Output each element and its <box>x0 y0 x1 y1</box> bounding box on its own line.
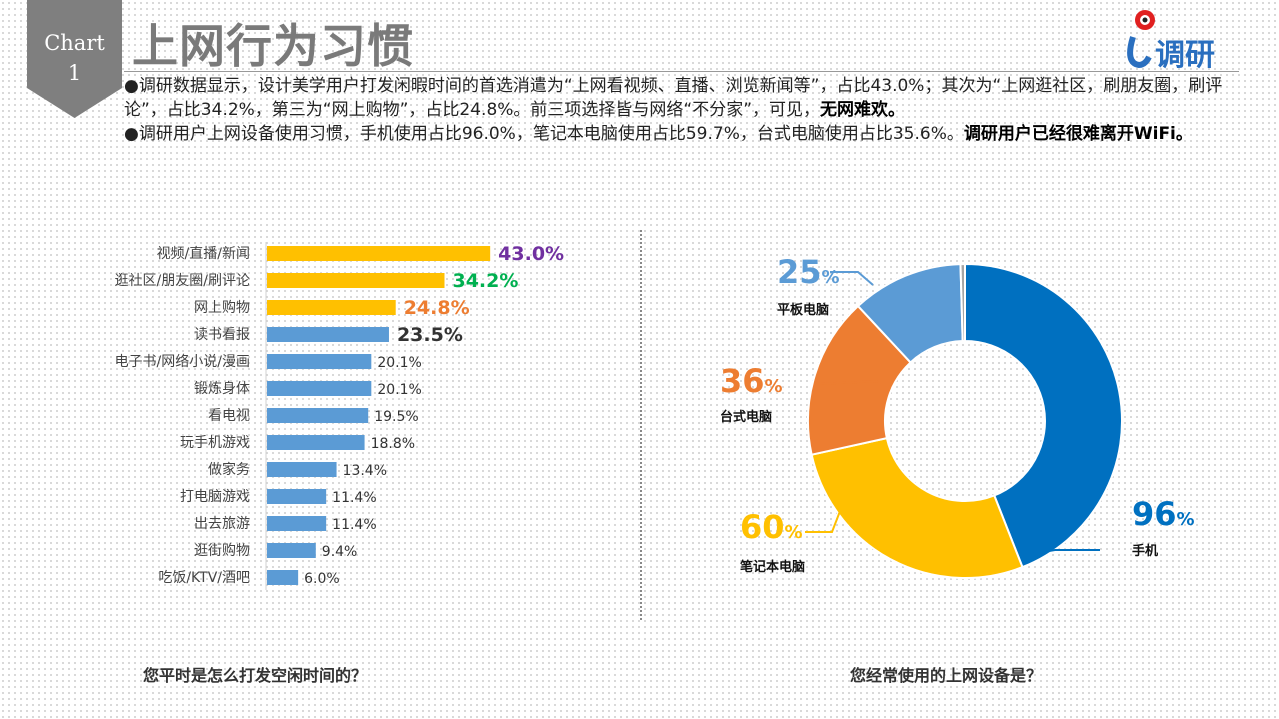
chart-badge <box>27 0 122 118</box>
bar <box>267 300 396 315</box>
page-title: 上网行为习惯 <box>132 19 414 73</box>
percent-unit: % <box>785 522 803 543</box>
category-label: 逛社区/朋友圈/刷评论 <box>115 273 250 289</box>
slice-value-label: 60% <box>740 508 803 546</box>
value-label: 19.5% <box>374 409 418 425</box>
slice-value-label: 25% <box>777 253 840 291</box>
category-label: 吃饭/KTV/酒吧 <box>158 570 250 586</box>
chart-badge-label: Chart 1 <box>44 31 105 85</box>
value-label: 9.4% <box>322 544 358 560</box>
category-label: 电子书/网络小说/漫画 <box>115 354 250 370</box>
leader-line <box>1024 549 1100 556</box>
device-donut-chart: 96% 手机 60% 笔记本电脑 36% 台式电脑 25% 平板电脑 <box>720 253 1195 579</box>
percent-unit: % <box>765 376 783 397</box>
value-label: 13.4% <box>343 463 387 479</box>
bar <box>267 570 299 585</box>
bar <box>267 489 327 504</box>
value-label: 43.0% <box>498 243 564 265</box>
bar <box>267 516 327 531</box>
category-label: 网上购物 <box>194 300 250 316</box>
category-label: 逛街购物 <box>194 543 250 559</box>
donut-slice <box>959 262 966 343</box>
chart-divider <box>640 230 642 620</box>
bar <box>267 462 337 477</box>
donut-chart-question: 您经常使用的上网设备是？ <box>850 666 1043 685</box>
value-label: 11.4% <box>332 490 376 506</box>
value-label: 18.8% <box>371 436 415 452</box>
bar <box>267 543 316 558</box>
leisure-bar-chart: 视频/直播/新闻 43.0% 逛社区/朋友圈/刷评论 34.2% 网上购物 24.8% 读书… <box>115 242 564 590</box>
value-label: 11.4% <box>332 517 376 533</box>
category-label: 玩手机游戏 <box>180 435 250 451</box>
slice-name-label: 平板电脑 <box>777 302 829 318</box>
description: ●调研数据显示，设计美学用户打发闲暇时间的首选消遣为“上网看视频、直播、浏览新闻… <box>124 76 1223 144</box>
bar <box>267 381 372 396</box>
bar <box>267 435 365 450</box>
bar-chart-question: 您平时是怎么打发空闲时间的？ <box>143 666 368 685</box>
leader-line <box>805 479 853 533</box>
value-label: 20.1% <box>377 355 421 371</box>
category-label: 出去旅游 <box>194 516 250 532</box>
value-label: 23.5% <box>397 324 463 346</box>
slice-value-label: 36% <box>720 362 783 400</box>
category-label: 读书看报 <box>194 326 250 343</box>
category-label: 看电视 <box>208 408 250 424</box>
i-survey-logo: 调研 <box>1127 10 1215 71</box>
value-label: 6.0% <box>304 571 340 587</box>
category-label: 锻炼身体 <box>194 381 250 397</box>
bar <box>267 273 445 288</box>
value-label: 20.1% <box>377 382 421 398</box>
category-label: 视频/直播/新闻 <box>157 245 250 262</box>
category-label: 做家务 <box>208 461 250 478</box>
bar <box>267 246 491 261</box>
title-divider <box>124 71 1239 72</box>
category-label: 打电脑游戏 <box>180 488 250 505</box>
bar <box>267 408 369 423</box>
value-label: 24.8% <box>404 297 470 319</box>
leader-line <box>814 380 879 385</box>
bar <box>267 327 389 342</box>
slice-name-label: 台式电脑 <box>720 409 772 425</box>
bar <box>267 354 372 369</box>
value-label: 34.2% <box>452 270 518 292</box>
slice-name-label: 手机 <box>1132 543 1158 559</box>
leader-line <box>830 271 874 286</box>
donut-slice <box>964 262 1123 569</box>
donut-slice <box>810 436 1024 579</box>
svg-text:调研: 调研 <box>1155 38 1215 71</box>
slice-name-label: 笔记本电脑 <box>740 559 805 575</box>
percent-unit: % <box>1177 509 1195 530</box>
slice-value-label: 96% <box>1132 495 1195 533</box>
percent-unit: % <box>822 267 840 288</box>
